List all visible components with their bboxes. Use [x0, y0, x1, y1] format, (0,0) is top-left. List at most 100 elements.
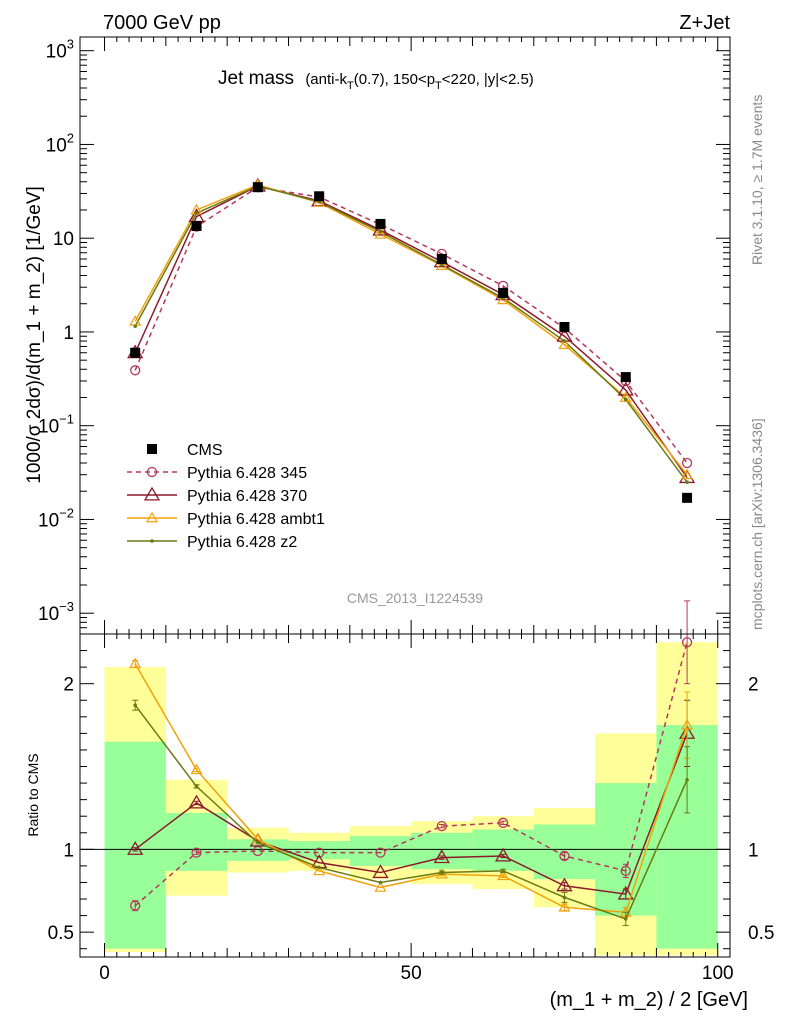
ratio-y-axis-label: Ratio to CMS — [25, 753, 41, 836]
ratio-point-ambt1 — [129, 657, 142, 669]
ratio-point-ambt1 — [497, 869, 510, 881]
ratio-y-tick-label: 1 — [63, 840, 74, 861]
main-point-p345 — [130, 365, 141, 376]
main-point-p370 — [617, 381, 634, 396]
ratio-point-z2 — [256, 840, 260, 845]
ratio-x-tick-label: 50 — [401, 963, 422, 984]
ratio-point-p370 — [494, 847, 512, 862]
main-title-main: Jet mass — [218, 68, 294, 89]
ratio-band-inner — [227, 839, 289, 861]
ratio-point-p370 — [188, 794, 205, 809]
header-process-label: Z+Jet — [679, 12, 730, 34]
main-point-z2 — [378, 230, 383, 234]
rivet-label: Rivet 3.1.10, ≥ 1.7M events — [749, 95, 765, 265]
ratio-plot-frame — [79, 633, 731, 958]
ratio-band-inner — [349, 836, 412, 866]
ratio-point-p345 — [130, 900, 141, 911]
main-point-cms — [620, 372, 631, 383]
ratio-plot-area — [127, 600, 696, 927]
ratio-point-z2 — [317, 865, 321, 870]
header-energy-label: 7000 GeV pp — [103, 12, 221, 34]
ratio-point-ambt1 — [190, 763, 203, 775]
ratio-point-p370 — [433, 849, 450, 864]
main-point-cms — [436, 253, 447, 264]
ratio-point-p345 — [375, 847, 386, 858]
main-point-ambt1 — [374, 228, 387, 239]
ratio-point-ambt1 — [681, 718, 694, 730]
legend-marker-p345 — [146, 466, 158, 478]
ratio-x-tick-label: 0 — [99, 963, 110, 984]
ratio-point-p345 — [620, 865, 631, 877]
main-point-z2 — [623, 397, 628, 402]
x-axis-label: (m_1 + m_2) / 2 [GeV] — [550, 989, 748, 1011]
main-series-line-z2 — [134, 185, 688, 483]
main-y-tick-label: 10−1 — [38, 412, 74, 438]
ratio-point-p345 — [191, 847, 202, 858]
ratio-point-z2 — [133, 703, 137, 708]
analysis-label: CMS_2013_I1224539 — [347, 590, 483, 606]
main-point-cms — [559, 321, 570, 332]
main-plot-frame — [79, 36, 731, 635]
main-title-sub-3: <220, |y|<2.5) — [442, 71, 534, 88]
main-point-cms — [375, 218, 386, 229]
ratio-point-z2 — [685, 777, 689, 782]
main-point-cms — [498, 288, 509, 299]
ratio-y-tick-label: 0.5 — [48, 923, 74, 944]
main-series-line-p370 — [134, 185, 688, 478]
main-y-tick-label: 103 — [46, 37, 74, 63]
main-y-tick-label: 102 — [46, 130, 74, 156]
ratio-x-tick-label: 100 — [702, 963, 734, 984]
main-point-ambt1 — [558, 338, 571, 350]
ratio-plot-panel: 2 2 1 1 0.5 0.5 0 50 100 Ratio to CMS (m_1 + m_… — [25, 600, 774, 1011]
legend-marker-cms — [147, 444, 157, 454]
main-title-sub-2: (0.7), 150<p — [354, 71, 435, 88]
ratio-point-p345 — [497, 817, 509, 828]
main-point-ambt1 — [681, 468, 694, 480]
main-series-line-p345 — [134, 186, 688, 464]
ratio-y-tick-label: 2 — [63, 675, 74, 696]
main-point-ambt1 — [435, 259, 448, 270]
ratio-y-tick-label-right: 0.5 — [748, 923, 774, 944]
main-y-axis-label: 1000/σ 2dσ)/d(m_1 + m_2) [1/GeV] — [24, 186, 45, 484]
ratio-point-ambt1 — [558, 901, 571, 912]
legend-marker-p370 — [143, 486, 161, 501]
legend: CMS Pythia 6.428 345 Pythia 6.428 370 Pythi… — [127, 442, 325, 551]
ratio-series-line-p345 — [134, 642, 688, 907]
ratio-x-axis: 0 50 100 — [99, 634, 734, 984]
ratio-point-p345 — [314, 847, 325, 858]
legend-label-p370: Pythia 6.428 370 — [187, 488, 307, 505]
main-plot-area — [127, 177, 696, 503]
ratio-y-axis: 2 2 1 1 0.5 0.5 — [48, 650, 774, 950]
main-title-sub-t1: T — [347, 80, 354, 92]
main-title: Jet mass (anti-kT(0.7), 150<pT<220, |y|<… — [218, 68, 534, 92]
ratio-series-line-ambt1 — [134, 663, 688, 914]
ratio-series-line-p370 — [134, 733, 688, 895]
main-point-z2 — [562, 339, 567, 343]
ratio-point-p370 — [127, 841, 144, 855]
ratio-bands — [80, 642, 730, 956]
ratio-point-p370 — [556, 877, 573, 892]
main-point-cms — [314, 191, 325, 202]
ratio-point-z2 — [439, 870, 444, 875]
ratio-y-tick-label-right: 1 — [748, 840, 759, 861]
legend-label-z2: Pythia 6.428 z2 — [187, 534, 297, 551]
ratio-point-ambt1 — [313, 864, 326, 876]
main-point-cms — [191, 220, 202, 231]
ratio-band-inner — [104, 741, 166, 949]
main-y-tick-label: 10−2 — [38, 505, 74, 531]
main-point-ambt1 — [313, 196, 326, 207]
ratio-point-p370 — [372, 864, 389, 879]
main-point-z2 — [685, 480, 689, 484]
legend-marker-z2 — [150, 539, 154, 543]
legend-label-cms: CMS — [187, 442, 223, 459]
main-point-z2 — [133, 324, 137, 329]
ratio-y-tick-label-right: 2 — [748, 675, 759, 696]
main-point-ambt1 — [497, 293, 510, 305]
ratio-point-z2 — [501, 869, 505, 873]
ratio-band-inner — [165, 812, 228, 871]
ratio-point-z2 — [194, 784, 199, 789]
ratio-point-z2 — [378, 880, 383, 885]
ratio-point-p345 — [681, 637, 693, 648]
